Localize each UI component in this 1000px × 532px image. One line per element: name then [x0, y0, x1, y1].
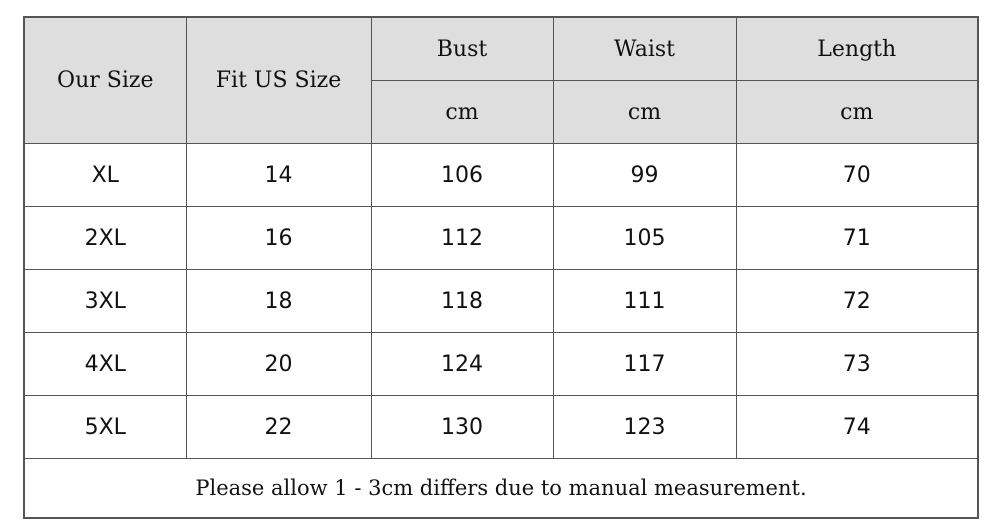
header-length: Length [735, 16, 979, 81]
cell-waist: 111 [552, 269, 737, 333]
cell-our-size: XL [23, 143, 187, 207]
cell-fit-us-size: 20 [185, 332, 372, 396]
cell-our-size: 3XL [23, 269, 187, 333]
cell-bust: 130 [370, 395, 554, 459]
measurement-note: Please allow 1 - 3cm differs due to manu… [23, 458, 979, 519]
cell-our-size: 5XL [23, 395, 187, 459]
cell-waist: 117 [552, 332, 737, 396]
cell-waist: 99 [552, 143, 737, 207]
cell-fit-us-size: 16 [185, 206, 372, 270]
header-our-size: Our Size [23, 16, 187, 144]
cell-fit-us-size: 18 [185, 269, 372, 333]
cell-waist: 123 [552, 395, 737, 459]
size-table: Our Size Fit US Size Bust Waist Length c… [23, 16, 979, 519]
header-row: Our Size Fit US Size Bust Waist Length [23, 16, 979, 144]
cell-waist: 105 [552, 206, 737, 270]
header-bust: Bust [370, 16, 554, 81]
table-row: 2XL 16 112 105 71 [23, 206, 979, 270]
cell-bust: 124 [370, 332, 554, 396]
size-chart: Our Size Fit US Size Bust Waist Length c… [23, 16, 979, 519]
cell-fit-us-size: 14 [185, 143, 372, 207]
unit-row: cm cm cm [24, 80, 979, 144]
table-row: 5XL 22 130 123 74 [23, 395, 979, 459]
waist-unit: cm [552, 80, 737, 144]
cell-bust: 106 [370, 143, 554, 207]
cell-bust: 118 [370, 269, 554, 333]
header-waist: Waist [552, 16, 737, 81]
table-row: 4XL 20 124 117 73 [23, 332, 979, 396]
table-row: XL 14 106 99 70 [23, 143, 979, 207]
length-unit: cm [735, 80, 979, 144]
cell-our-size: 2XL [23, 206, 187, 270]
header-fit-us-size: Fit US Size [185, 16, 372, 144]
cell-fit-us-size: 22 [185, 395, 372, 459]
cell-bust: 112 [370, 206, 554, 270]
cell-length: 71 [735, 206, 979, 270]
note-row: Please allow 1 - 3cm differs due to manu… [23, 458, 979, 519]
cell-length: 70 [735, 143, 979, 207]
cell-length: 72 [735, 269, 979, 333]
bust-unit: cm [370, 80, 554, 144]
cell-length: 73 [735, 332, 979, 396]
table-row: 3XL 18 118 111 72 [23, 269, 979, 333]
cell-length: 74 [735, 395, 979, 459]
cell-our-size: 4XL [23, 332, 187, 396]
